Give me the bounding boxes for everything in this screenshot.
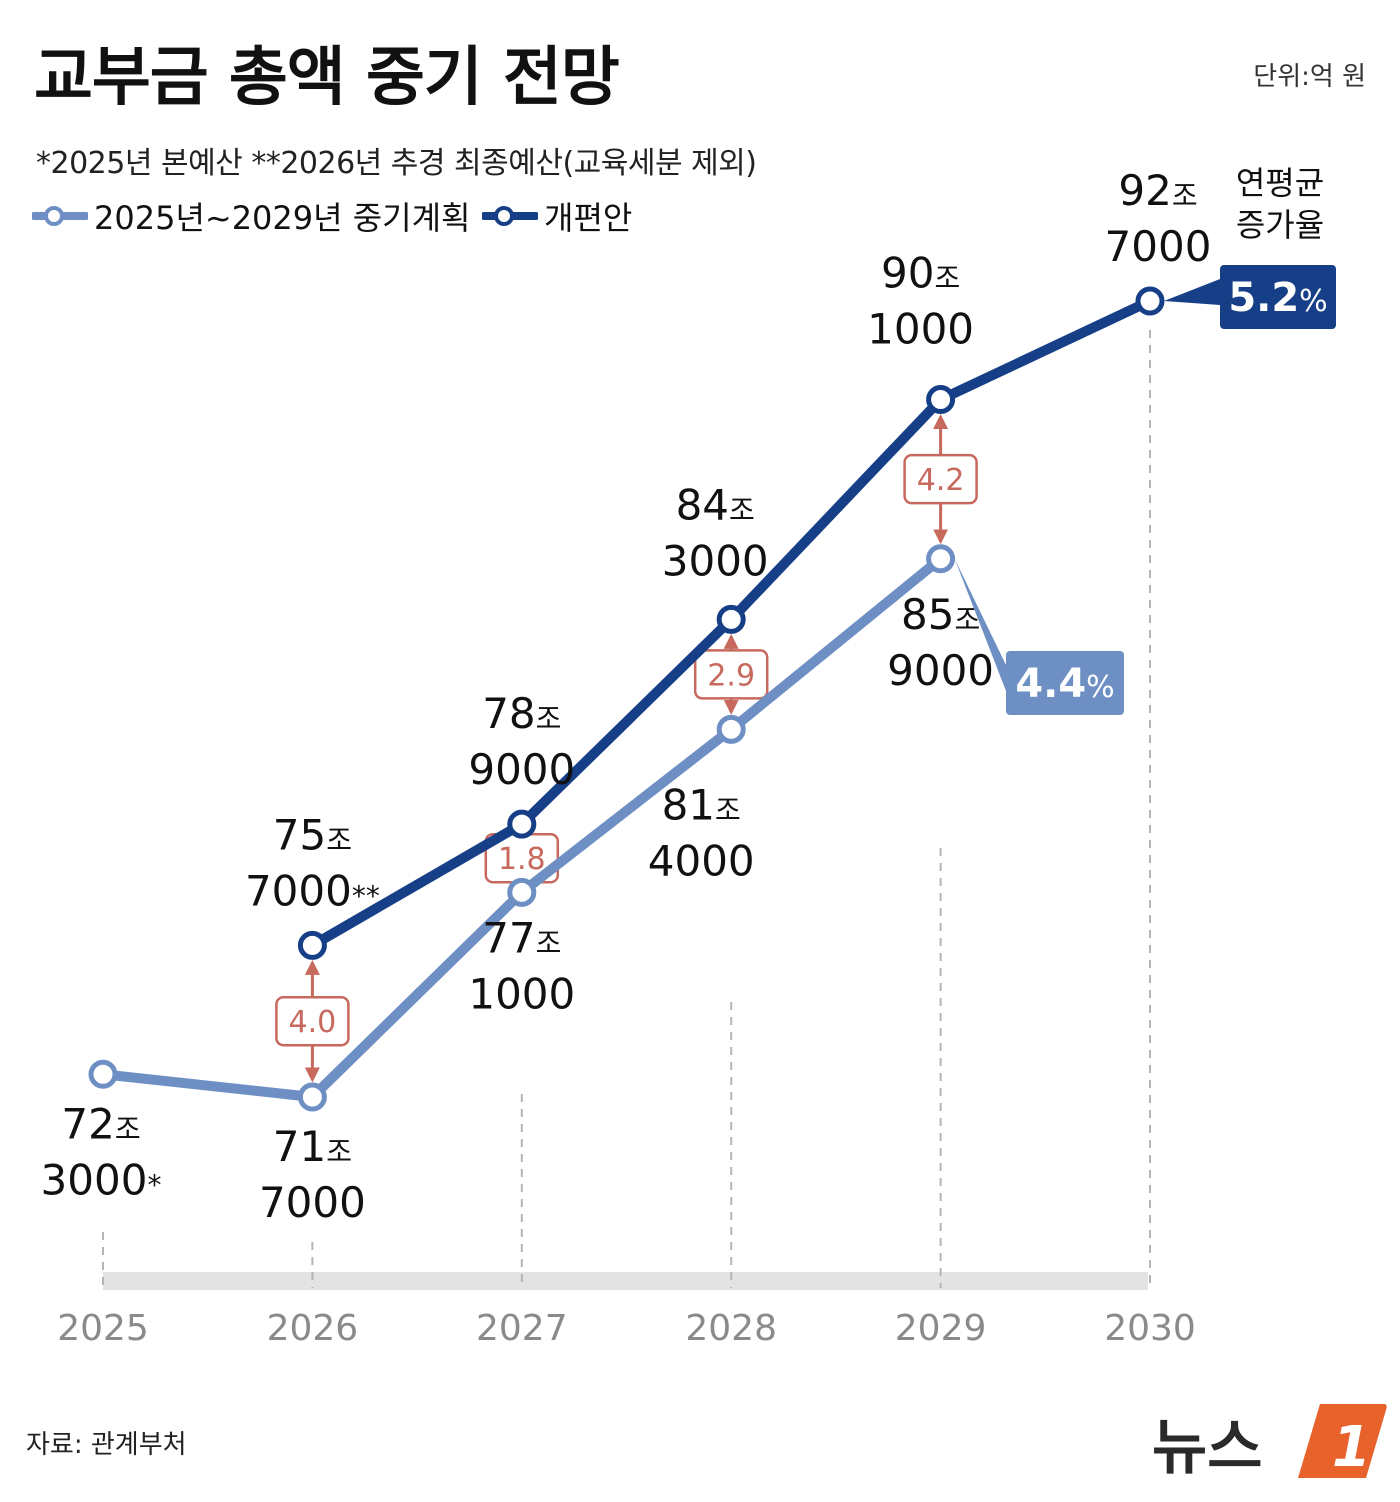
data-point	[716, 604, 746, 634]
value-label-trillion: 90조	[881, 249, 960, 298]
value-label-rest: 9000	[887, 646, 994, 695]
data-point	[507, 809, 537, 839]
value-label-rest: 9000	[468, 745, 575, 794]
data-point	[926, 544, 956, 574]
legend-plan-label: 2025년~2029년 중기계획	[94, 199, 471, 237]
legend-plan-line-icon	[32, 206, 88, 226]
avg-growth-heading-line2: 증가율	[1236, 206, 1324, 244]
value-label-rest: 7000**	[245, 866, 380, 915]
value-label-trillion: 92조	[1118, 166, 1197, 215]
value-label-rest: 7000	[1105, 222, 1212, 271]
data-point	[716, 714, 746, 744]
source-label: 자료: 관계부처	[26, 1430, 187, 1460]
data-point	[1135, 286, 1165, 316]
data-point	[297, 1082, 327, 1112]
data-point	[88, 1059, 118, 1089]
difference-box	[693, 649, 769, 700]
x-tick-label: 2025	[57, 1308, 149, 1349]
x-tick-label: 2026	[267, 1308, 359, 1349]
difference-label: 1.8	[498, 842, 546, 877]
x-tick-label: 2029	[895, 1308, 987, 1349]
news1-logo: 뉴스 1	[1152, 1404, 1387, 1483]
data-point	[507, 877, 537, 907]
legend-item-revised: 개편안	[482, 196, 633, 237]
difference-box	[275, 995, 350, 1047]
value-label-rest: 7000	[259, 1178, 366, 1227]
avg-growth-heading-line1: 연평균	[1236, 164, 1324, 202]
x-axis-band	[103, 1272, 1148, 1290]
growth-rate-plan-value: 4.4%	[1015, 661, 1114, 707]
legend-revised-label: 개편안	[544, 199, 633, 237]
value-label-trillion: 84조	[676, 480, 755, 529]
difference-box	[903, 453, 978, 505]
unit-label: 단위:억 원	[1253, 62, 1366, 92]
value-label-trillion: 85조	[901, 590, 980, 639]
value-label-rest: 3000	[662, 536, 769, 585]
growth-rate-revised-pointer	[1164, 279, 1220, 305]
value-label-trillion: 72조	[61, 1099, 140, 1148]
chart-title: 교부금 총액 중기 전망	[34, 41, 620, 115]
svg-text:1: 1	[1332, 1415, 1371, 1480]
x-tick-label: 2030	[1104, 1308, 1196, 1349]
value-label-trillion: 81조	[662, 780, 741, 829]
difference-label: 2.9	[707, 658, 755, 693]
value-label-rest: 1000	[468, 969, 575, 1018]
value-label-trillion: 71조	[273, 1122, 352, 1171]
svg-text:뉴스: 뉴스	[1152, 1413, 1262, 1483]
value-label-rest: 1000	[867, 305, 974, 354]
growth-rate-plan-box	[1006, 651, 1124, 715]
footnote: *2025년 본예산 **2026년 추경 최종예산(교육세분 제외)	[36, 146, 757, 181]
value-label-rest: 4000	[648, 836, 755, 885]
value-label-trillion: 78조	[482, 689, 561, 738]
x-tick-label: 2028	[685, 1308, 777, 1349]
legend-revised-line-icon	[482, 206, 538, 226]
growth-rate-revised-value: 5.2%	[1228, 275, 1327, 321]
data-point	[297, 930, 327, 960]
growth-rate-revised-box	[1220, 265, 1336, 329]
value-label-rest: 3000*	[41, 1155, 162, 1204]
growth-rate-plan-pointer	[954, 558, 1006, 691]
value-label-trillion: 75조	[273, 810, 352, 859]
legend-item-plan: 2025년~2029년 중기계획	[32, 196, 471, 237]
value-label-trillion: 77조	[482, 913, 561, 962]
data-point	[926, 385, 956, 415]
difference-label: 4.2	[917, 463, 965, 498]
difference-label: 4.0	[289, 1005, 337, 1040]
x-tick-label: 2027	[476, 1308, 568, 1349]
